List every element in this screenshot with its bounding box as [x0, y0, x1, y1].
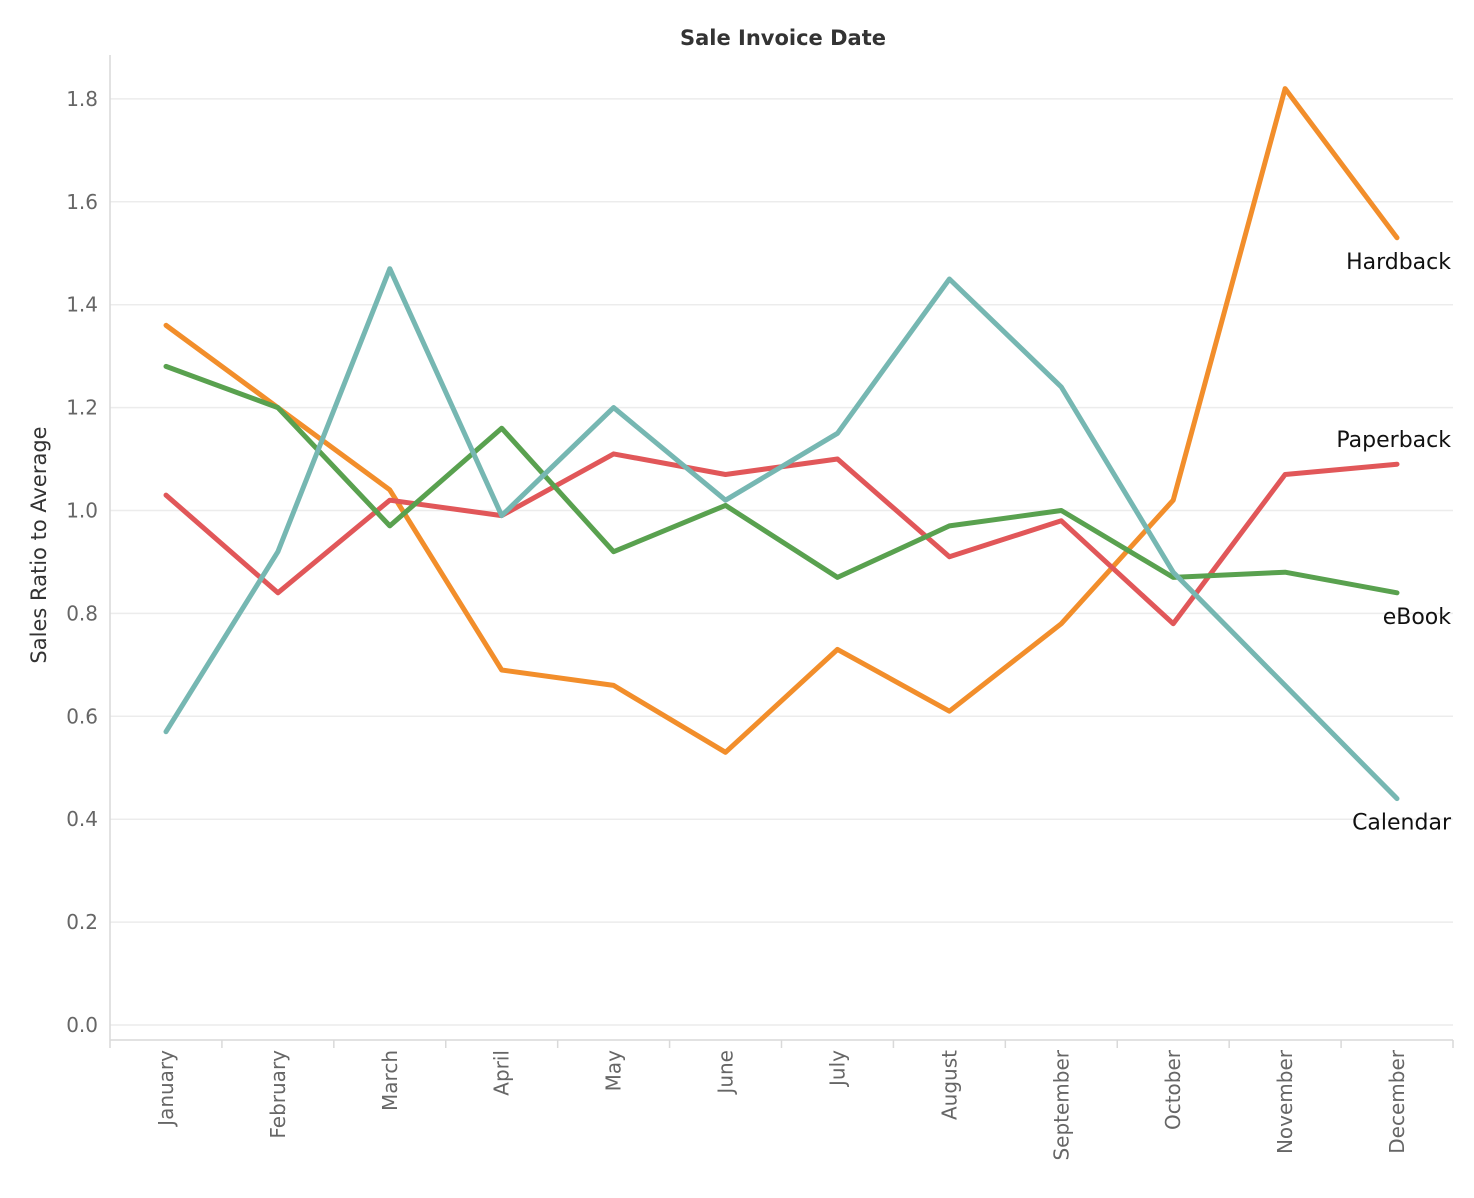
series-line-calendar	[163, 266, 1400, 802]
y-tick-label: 1.8	[66, 87, 98, 111]
series-label-hardback: Hardback	[1346, 250, 1451, 275]
y-tick-label: 0.2	[66, 910, 98, 934]
y-tick-label: 1.6	[66, 190, 98, 214]
x-tick-label: March	[378, 1050, 402, 1111]
series-label-paperback: Paperback	[1336, 428, 1451, 453]
x-tick-label: May	[602, 1050, 626, 1092]
y-tick-label: 0.6	[66, 704, 98, 728]
x-tick-label: April	[490, 1050, 514, 1096]
x-tick-label: September	[1049, 1049, 1073, 1160]
series-label-ebook: eBook	[1383, 605, 1452, 630]
y-tick-label: 1.4	[66, 293, 98, 317]
y-tick-label: 1.0	[66, 499, 98, 523]
y-tick-label: 1.2	[66, 396, 98, 420]
x-tick-label: December	[1385, 1049, 1409, 1153]
y-tick-label: 0.0	[66, 1013, 98, 1037]
series-lines	[163, 86, 1400, 802]
chart-title: Sale Invoice Date	[680, 26, 886, 50]
x-tick-label: July	[825, 1050, 849, 1088]
x-tick-label: January	[154, 1050, 178, 1128]
y-axis-ticks: 0.0 0.2 0.4 0.6 0.8 1.0 1.2 1.4 1.6 1.8	[66, 87, 98, 1037]
series-labels: Hardback Paperback eBook Calendar	[1336, 250, 1452, 836]
y-tick-label: 0.4	[66, 807, 98, 831]
series-line-hardback	[163, 86, 1400, 755]
y-axis-title: Sales Ratio to Average	[27, 426, 51, 663]
series-label-calendar: Calendar	[1352, 811, 1452, 836]
series-line-ebook	[163, 363, 1400, 596]
x-tick-label: October	[1161, 1049, 1185, 1130]
x-tick-label: February	[266, 1050, 290, 1139]
x-tick-label: August	[937, 1050, 961, 1120]
x-tick-label: June	[714, 1050, 738, 1096]
x-axis-ticks: January February March April May June July Augu…	[109, 1040, 1454, 1161]
x-tick-label: November	[1273, 1049, 1297, 1154]
y-tick-label: 0.8	[66, 601, 98, 625]
